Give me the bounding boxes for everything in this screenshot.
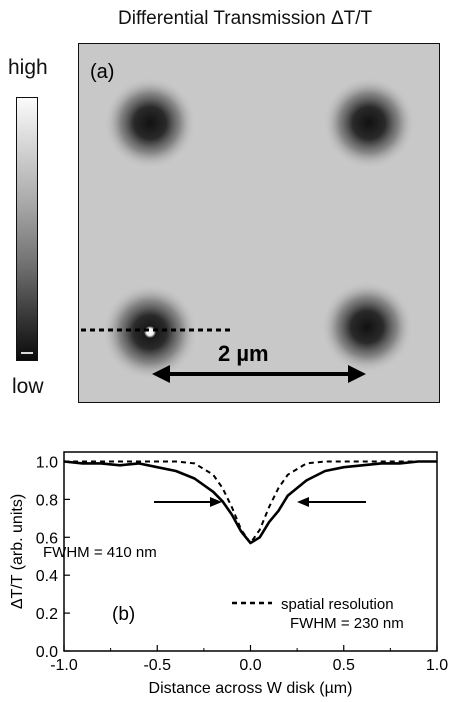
legend-line1: spatial resolution bbox=[281, 596, 394, 613]
y-tick-label: 0.2 bbox=[36, 606, 58, 623]
series-measured-profile-line bbox=[63, 460, 437, 545]
panel-b-chart: -1.0 -0.5 0.0 0.5 1.0 0.0 0.2 0.4 0.6 0.8 1.0 Dista… bbox=[9, 451, 448, 697]
x-tick-label: 0.0 bbox=[239, 657, 261, 674]
series-spatial-resolution-line bbox=[64, 460, 437, 544]
spot-top-right bbox=[323, 77, 415, 169]
y-tick-label: 0.0 bbox=[36, 644, 58, 661]
y-tick-label: 1.0 bbox=[36, 454, 58, 471]
x-axis-label: Distance across W disk (µm) bbox=[149, 680, 353, 697]
y-axis-label: ΔT/T (arb. units) bbox=[9, 494, 26, 609]
scale-bar-arrowhead-right bbox=[348, 365, 366, 383]
x-tick-label: -0.5 bbox=[143, 657, 171, 674]
panel-a-label: (a) bbox=[90, 61, 114, 83]
fwhm-arrowhead-right bbox=[297, 497, 309, 507]
x-tick-label: 0.5 bbox=[333, 657, 355, 674]
fwhm-arrowhead-left bbox=[210, 497, 222, 507]
spot-bottom-right bbox=[321, 281, 413, 373]
spot-top-left bbox=[104, 77, 196, 169]
colorbar-marker bbox=[21, 352, 33, 354]
colorbar-low-label: low bbox=[12, 375, 44, 398]
scale-bar-arrowhead-left bbox=[152, 365, 170, 383]
x-tick-label: 1.0 bbox=[426, 657, 448, 674]
legend-line2: FWHM = 230 nm bbox=[290, 615, 404, 632]
x-tick-label: -1.0 bbox=[50, 657, 78, 674]
scale-bar-label: 2 µm bbox=[218, 341, 269, 366]
panel-a-image: 2 µm (a) bbox=[78, 43, 440, 403]
y-tick-label: 0.6 bbox=[36, 530, 58, 547]
panel-b-label: (b) bbox=[112, 604, 135, 625]
y-tick-label: 0.4 bbox=[36, 568, 58, 585]
colorbar-high-label: high bbox=[8, 56, 48, 79]
y-tick-label: 0.8 bbox=[36, 492, 58, 509]
figure-title: Differential Transmission ΔT/T bbox=[118, 8, 373, 29]
spot-bright-center bbox=[144, 326, 156, 338]
fwhm-measured-annotation: FWHM = 410 nm bbox=[43, 544, 157, 561]
colorbar bbox=[16, 97, 38, 361]
